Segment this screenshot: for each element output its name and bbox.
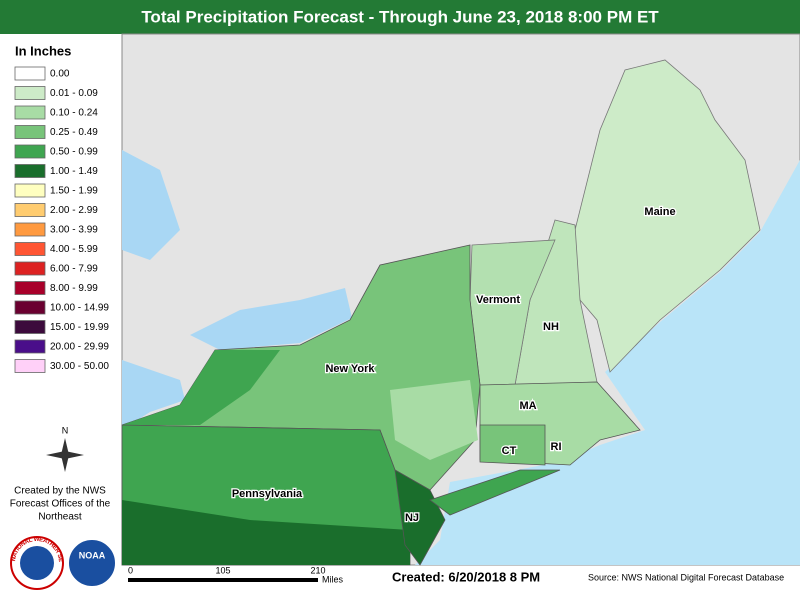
legend-swatch	[14, 66, 46, 81]
noaa-disc	[67, 538, 117, 588]
compass: N	[46, 425, 84, 472]
state-label: RI	[551, 441, 562, 453]
legend-swatch	[14, 125, 46, 139]
state-label: New York	[325, 363, 375, 375]
legend-label: 8.00 - 9.99	[50, 283, 98, 294]
legend-swatch	[14, 281, 46, 295]
maine	[569, 59, 761, 373]
legend-items: 0.00 0.01 - 0.09 0.10 - 0.24 0.25 - 0.49 0.5…	[14, 66, 109, 373]
legend-label: 2.00 - 2.99	[50, 205, 98, 216]
source: Source: NWS National Digital Forecast Da…	[588, 572, 784, 582]
scale-tick-label: 0	[128, 565, 133, 575]
map: Maine Vermont NH New York MA CT RI Pennsylvania…	[121, 33, 800, 566]
created: Created: 6/20/2018 8 PM	[392, 569, 540, 584]
legend-swatch	[14, 86, 46, 100]
legend-swatch	[14, 105, 46, 120]
state-label: NJ	[405, 512, 419, 524]
legend-swatch	[14, 164, 46, 178]
legend-label: 0.25 - 0.49	[50, 127, 98, 138]
noaa-logo: NOAA	[67, 538, 117, 588]
state-label: Pennsylvania	[232, 488, 303, 500]
legend-title: In Inches	[15, 43, 71, 58]
legend-label: 3.00 - 3.99	[50, 225, 98, 236]
long-island	[429, 469, 561, 516]
legend-swatch	[14, 300, 46, 315]
legend-swatch	[14, 203, 46, 217]
legend-swatch	[14, 359, 46, 373]
legend-label: 15.00 - 19.99	[50, 322, 109, 333]
legend-swatch	[14, 183, 46, 198]
legend-label: 20.00 - 29.99	[50, 342, 109, 353]
legend-label: 0.00	[50, 69, 70, 80]
legend-label: 6.00 - 7.99	[50, 264, 98, 275]
lake-erie	[122, 360, 185, 430]
legend-label: 0.10 - 0.24	[50, 108, 98, 119]
scale-tick-label: 210	[310, 565, 325, 575]
state-label: Maine	[644, 206, 675, 218]
scale-bar: 0 105 210 Miles	[128, 565, 344, 584]
legend-swatch	[14, 339, 46, 354]
credit: Created by the NWS Forecast Offices of t…	[10, 486, 111, 523]
state-label: Vermont	[476, 294, 520, 306]
legend-swatch	[14, 320, 46, 334]
compass-ew	[46, 451, 84, 459]
lake	[122, 150, 180, 260]
legend-label: 1.00 - 1.49	[50, 166, 98, 177]
legend-label: 0.50 - 0.99	[50, 147, 98, 158]
legend-label: 1.50 - 1.99	[50, 186, 98, 197]
scale-ticks: 0 105 210	[128, 565, 326, 575]
legend: In Inches 0.00 0.01 - 0.09 0.10 - 0.24 0.25…	[14, 43, 109, 373]
state-label: MA	[519, 400, 536, 412]
credit-line: Created by the NWS	[14, 486, 106, 497]
legend-swatch	[14, 222, 46, 237]
noaa-text: NOAA	[79, 550, 106, 560]
legend-label: 10.00 - 14.99	[50, 303, 109, 314]
southern-pa	[122, 500, 410, 565]
state-label: NH	[543, 321, 559, 333]
legend-swatch	[14, 261, 46, 276]
compass-n: N	[62, 425, 69, 435]
credit-line: Northeast	[38, 512, 82, 523]
nws-disc	[20, 546, 54, 580]
legend-swatch	[14, 144, 46, 159]
title: Total Precipitation Forecast - Through J…	[141, 7, 659, 26]
scale-bar-fill	[128, 578, 318, 582]
scale-tick-label: 105	[215, 565, 230, 575]
credit-line: Forecast Offices of the	[10, 499, 111, 510]
legend-swatch	[14, 242, 46, 256]
legend-label: 0.01 - 0.09	[50, 88, 98, 99]
state-label: CT	[502, 445, 517, 457]
lake-ontario	[190, 288, 352, 350]
western-ny	[122, 350, 280, 425]
title-bar	[0, 0, 800, 34]
scale-unit: Miles	[322, 574, 344, 584]
eastern-ny	[390, 380, 478, 460]
legend-label: 4.00 - 5.99	[50, 244, 98, 255]
ocean	[415, 160, 800, 565]
new-jersey	[394, 469, 446, 566]
connecticut	[479, 424, 546, 466]
state-labels: Maine Vermont NH New York MA CT RI Pennsylvania…	[231, 205, 677, 526]
legend-label: 30.00 - 50.00	[50, 361, 109, 372]
